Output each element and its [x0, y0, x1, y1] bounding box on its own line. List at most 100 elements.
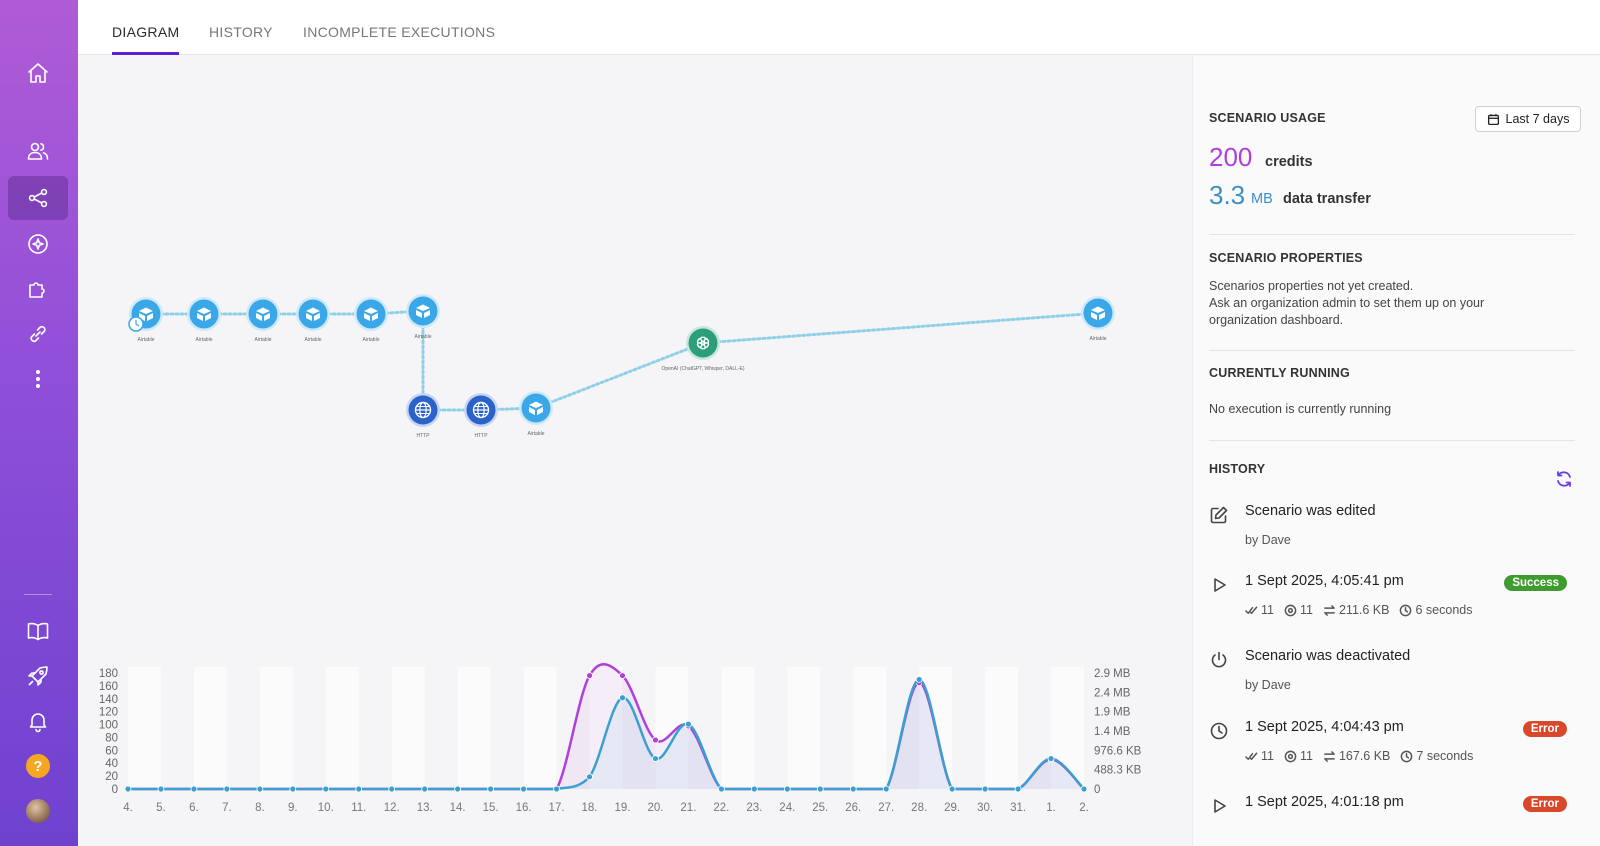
data-point[interactable] [652, 755, 659, 762]
module-node[interactable]: Airtable [187, 297, 221, 343]
history-item-title: Scenario was deactivated [1245, 648, 1411, 664]
ai-icon [28, 234, 48, 254]
module-node[interactable]: Airtable [246, 297, 280, 343]
chart-band [128, 667, 161, 789]
chart-band [985, 667, 1019, 789]
history-item[interactable]: 1 Sept 2025, 4:01:18 pm Error [1209, 794, 1581, 844]
nav-apps[interactable] [8, 267, 68, 311]
clock-icon [1209, 721, 1229, 741]
views-count: 11 [1299, 603, 1313, 617]
date-range-button[interactable]: Last 7 days [1475, 106, 1581, 132]
data-point[interactable] [256, 785, 264, 793]
module-node[interactable]: HTTP [464, 393, 498, 439]
data-point[interactable] [882, 785, 890, 793]
data-point[interactable] [1080, 785, 1088, 793]
data-point[interactable] [124, 785, 132, 793]
module-node[interactable]: Airtable [354, 297, 388, 343]
data-point[interactable] [289, 785, 297, 793]
data-point[interactable] [157, 785, 165, 793]
schedule-clock-icon[interactable] [128, 316, 144, 332]
data-point[interactable] [520, 785, 527, 793]
module-node[interactable]: Airtable [1081, 296, 1115, 342]
data-point[interactable] [553, 785, 560, 793]
data-point[interactable] [355, 785, 363, 793]
data-point[interactable] [322, 785, 330, 793]
module-node[interactable]: HTTP [406, 393, 440, 439]
nav-docs[interactable] [8, 609, 68, 653]
airtable-icon [364, 307, 378, 321]
status-badge: Error [1522, 721, 1567, 737]
nav-more[interactable] [8, 357, 68, 401]
transfer-icon [1324, 750, 1335, 762]
transfer-size: 211.6 KB [1338, 603, 1390, 617]
play-icon [1209, 796, 1229, 816]
bell-icon [29, 713, 47, 733]
data-point[interactable] [619, 694, 626, 702]
rocket-icon [28, 666, 48, 686]
nav-notifications[interactable] [8, 699, 68, 743]
tab-diagram[interactable]: DIAGRAM [112, 24, 180, 55]
y-left-tick: 120 [99, 707, 118, 719]
tab-incomplete-executions[interactable]: INCOMPLETE EXECUTIONS [303, 24, 496, 40]
data-point[interactable] [948, 785, 956, 793]
tab-history[interactable]: HISTORY [209, 24, 273, 40]
data-point[interactable] [915, 676, 923, 683]
nav-scenarios[interactable] [8, 176, 68, 220]
history-item[interactable]: Scenario was edited by Dave [1209, 503, 1581, 553]
data-point[interactable] [849, 785, 857, 793]
data-point[interactable] [685, 720, 692, 728]
refresh-icon[interactable] [1555, 470, 1573, 488]
duration: 6 seconds [1415, 603, 1473, 617]
data-point[interactable] [190, 785, 198, 793]
sidebar: ? [0, 0, 78, 846]
module-node[interactable]: OpenAI (ChatGPT, Whisper, DALL-E) [661, 326, 745, 372]
nav-team[interactable] [8, 129, 68, 173]
data-point[interactable] [816, 785, 824, 793]
nav-ai[interactable] [8, 222, 68, 266]
nav-home[interactable] [8, 51, 68, 95]
data-point[interactable] [717, 785, 725, 793]
module-node[interactable]: Airtable [406, 294, 440, 340]
data-point[interactable] [619, 672, 626, 679]
nav-rocket[interactable] [8, 654, 68, 698]
nav-help[interactable]: ? [8, 744, 68, 788]
module-node[interactable]: Airtable [296, 297, 330, 343]
duration: 7 seconds [1416, 749, 1474, 763]
history-item[interactable]: 1 Sept 2025, 4:05:41 pm Success 11 11 21… [1209, 573, 1581, 623]
x-tick: 16. [516, 802, 532, 814]
module-label: Airtable [1090, 336, 1107, 342]
data-point[interactable] [652, 736, 659, 744]
data-point[interactable] [454, 785, 462, 793]
x-tick: 7. [222, 802, 232, 814]
tab-bar: DIAGRAM HISTORY INCOMPLETE EXECUTIONS [78, 0, 1600, 55]
home-icon [28, 63, 48, 83]
data-point[interactable] [750, 785, 758, 793]
y-left-tick: 0 [112, 784, 118, 796]
data-point[interactable] [783, 785, 791, 793]
diagram-canvas[interactable]: Airtable Airtable Airtable Airtable Airtable… [78, 56, 1192, 846]
module-node[interactable]: Airtable [519, 391, 553, 437]
data-point[interactable] [1047, 755, 1055, 762]
data-point[interactable] [981, 785, 989, 793]
module-label: Airtable [305, 337, 322, 343]
data-point[interactable] [586, 773, 593, 781]
globe-icon [414, 401, 432, 419]
x-tick: 10. [318, 802, 334, 814]
history-item[interactable]: 1 Sept 2025, 4:04:43 pm Error 11 11 167.… [1209, 719, 1581, 769]
views-icon [1284, 750, 1297, 762]
data-point[interactable] [487, 785, 495, 793]
x-tick: 1. [1046, 802, 1056, 814]
chart-band [523, 667, 557, 789]
nav-profile[interactable] [8, 789, 68, 833]
data-point[interactable] [421, 785, 429, 793]
nav-connections[interactable] [8, 312, 68, 356]
airtable-icon [416, 304, 430, 318]
power-icon [1209, 650, 1229, 670]
history-item[interactable]: Scenario was deactivated by Dave [1209, 648, 1581, 698]
apps-icon [29, 282, 45, 298]
data-point[interactable] [586, 672, 593, 679]
data-point[interactable] [388, 785, 396, 793]
data-point[interactable] [1014, 785, 1022, 793]
edit-icon [1209, 505, 1229, 525]
data-point[interactable] [223, 785, 231, 793]
